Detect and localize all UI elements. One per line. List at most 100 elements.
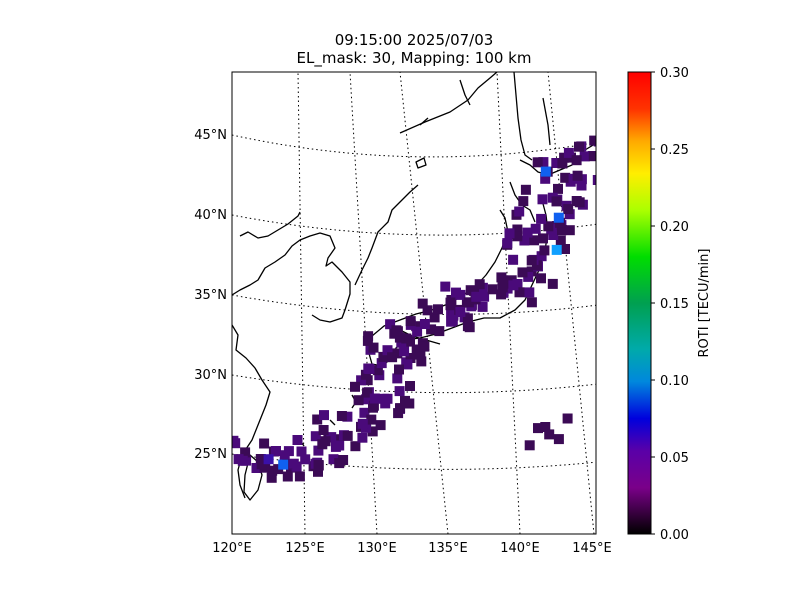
- roti-cell: [555, 217, 566, 228]
- roti-cell: [357, 418, 368, 429]
- roti-cell: [333, 434, 344, 445]
- roti-cell: [336, 411, 347, 421]
- roti-cell: [326, 432, 337, 443]
- roti-cell: [455, 289, 466, 300]
- roti-cell: [592, 175, 596, 185]
- roti-cell: [536, 213, 547, 224]
- roti-cell: [296, 446, 307, 457]
- roti-cell: [555, 235, 566, 246]
- roti-cell: [447, 315, 458, 326]
- roti-cell: [422, 305, 433, 316]
- roti-cell: [394, 364, 404, 375]
- roti-cell: [267, 465, 278, 476]
- roti-cell: [363, 331, 374, 342]
- roti-cell: [366, 414, 377, 425]
- roti-cell: [399, 346, 410, 357]
- roti-cell: [288, 458, 299, 469]
- roti-cell: [445, 297, 456, 308]
- roti-cell: [617, 152, 627, 162]
- roti-cell: [259, 438, 270, 449]
- roti-cell: [440, 281, 451, 292]
- roti-cell: [342, 411, 353, 422]
- roti-cell: [601, 157, 611, 167]
- roti-data-point: [551, 244, 562, 255]
- roti-data-point: [598, 142, 608, 152]
- roti-cell: [562, 413, 573, 424]
- roti-cell: [378, 393, 389, 404]
- roti-cell: [540, 173, 551, 184]
- roti-cell: [563, 147, 574, 158]
- roti-cell: [411, 321, 422, 332]
- roti-cell: [543, 221, 554, 232]
- roti-cell: [520, 184, 531, 195]
- roti-cell: [313, 466, 323, 477]
- roti-cell: [518, 196, 529, 207]
- roti-cell: [360, 369, 371, 380]
- roti-cell: [356, 375, 367, 386]
- roti-cell: [526, 266, 537, 277]
- lat-label-40: 40°N: [194, 208, 227, 223]
- roti-cell: [504, 228, 515, 239]
- colorbar-label: ROTI [TECU/min]: [697, 249, 712, 358]
- colorbar-ticks: [651, 71, 655, 535]
- roti-cell: [574, 141, 584, 152]
- roti-cell: [448, 309, 459, 320]
- roti-cell: [526, 297, 537, 308]
- roti-cell: [537, 194, 548, 205]
- roti-cell: [419, 319, 430, 329]
- roti-cell: [433, 304, 443, 315]
- roti-cell: [474, 279, 485, 290]
- lon-label-125: 125°E: [285, 541, 325, 556]
- roti-cell: [411, 344, 422, 355]
- map-title-settings: EL_mask: 30, Mapping: 100 km: [296, 49, 532, 67]
- roti-cell: [372, 365, 383, 376]
- roti-cell: [312, 414, 323, 425]
- roti-cell: [548, 230, 559, 240]
- roti-cell: [251, 463, 262, 473]
- lon-label-130: 130°E: [357, 541, 397, 556]
- roti-cell: [392, 326, 403, 337]
- roti-cell: [544, 429, 555, 440]
- roti-cell: [530, 223, 541, 234]
- roti-cell: [588, 151, 596, 162]
- roti-cell: [479, 291, 490, 302]
- roti-cell: [393, 408, 404, 419]
- roti-cell: [455, 307, 466, 317]
- map-frame: [231, 71, 597, 535]
- roti-cell: [607, 155, 617, 165]
- roti-cell: [364, 364, 375, 374]
- roti-cell: [426, 324, 437, 335]
- roti-cell: [571, 155, 582, 166]
- roti-cell: [419, 341, 430, 352]
- roti-cell: [563, 204, 574, 215]
- roti-cell: [357, 432, 368, 443]
- map-area: [232, 72, 627, 534]
- colorbar-tick-5: 0.25: [660, 143, 689, 158]
- colorbar-tick-3: 0.15: [660, 297, 689, 312]
- roti-cell: [417, 298, 428, 309]
- roti-cell: [553, 434, 564, 445]
- roti-cell: [517, 267, 528, 278]
- roti-cell: [310, 431, 321, 442]
- roti-cell: [469, 285, 480, 296]
- roti-cell: [369, 393, 380, 404]
- roti-cell: [564, 209, 575, 220]
- roti-cell: [382, 345, 393, 356]
- roti-cell: [464, 322, 475, 333]
- roti-cell: [283, 446, 294, 457]
- roti-data-point: [387, 352, 398, 363]
- roti-data-point: [342, 430, 353, 441]
- roti-cell: [313, 445, 324, 456]
- map-title-time: 09:15:00 2025/07/03: [334, 31, 494, 49]
- roti-cell: [514, 206, 525, 217]
- roti-cell: [362, 387, 373, 398]
- roti-cell: [392, 348, 403, 359]
- roti-cell: [313, 460, 324, 470]
- colorbar-tick-1: 0.05: [660, 451, 689, 466]
- roti-cell: [508, 280, 519, 291]
- roti-cell: [547, 278, 558, 289]
- roti-cell: [477, 301, 488, 312]
- roti-cell: [405, 353, 416, 363]
- roti-cell: [532, 260, 542, 271]
